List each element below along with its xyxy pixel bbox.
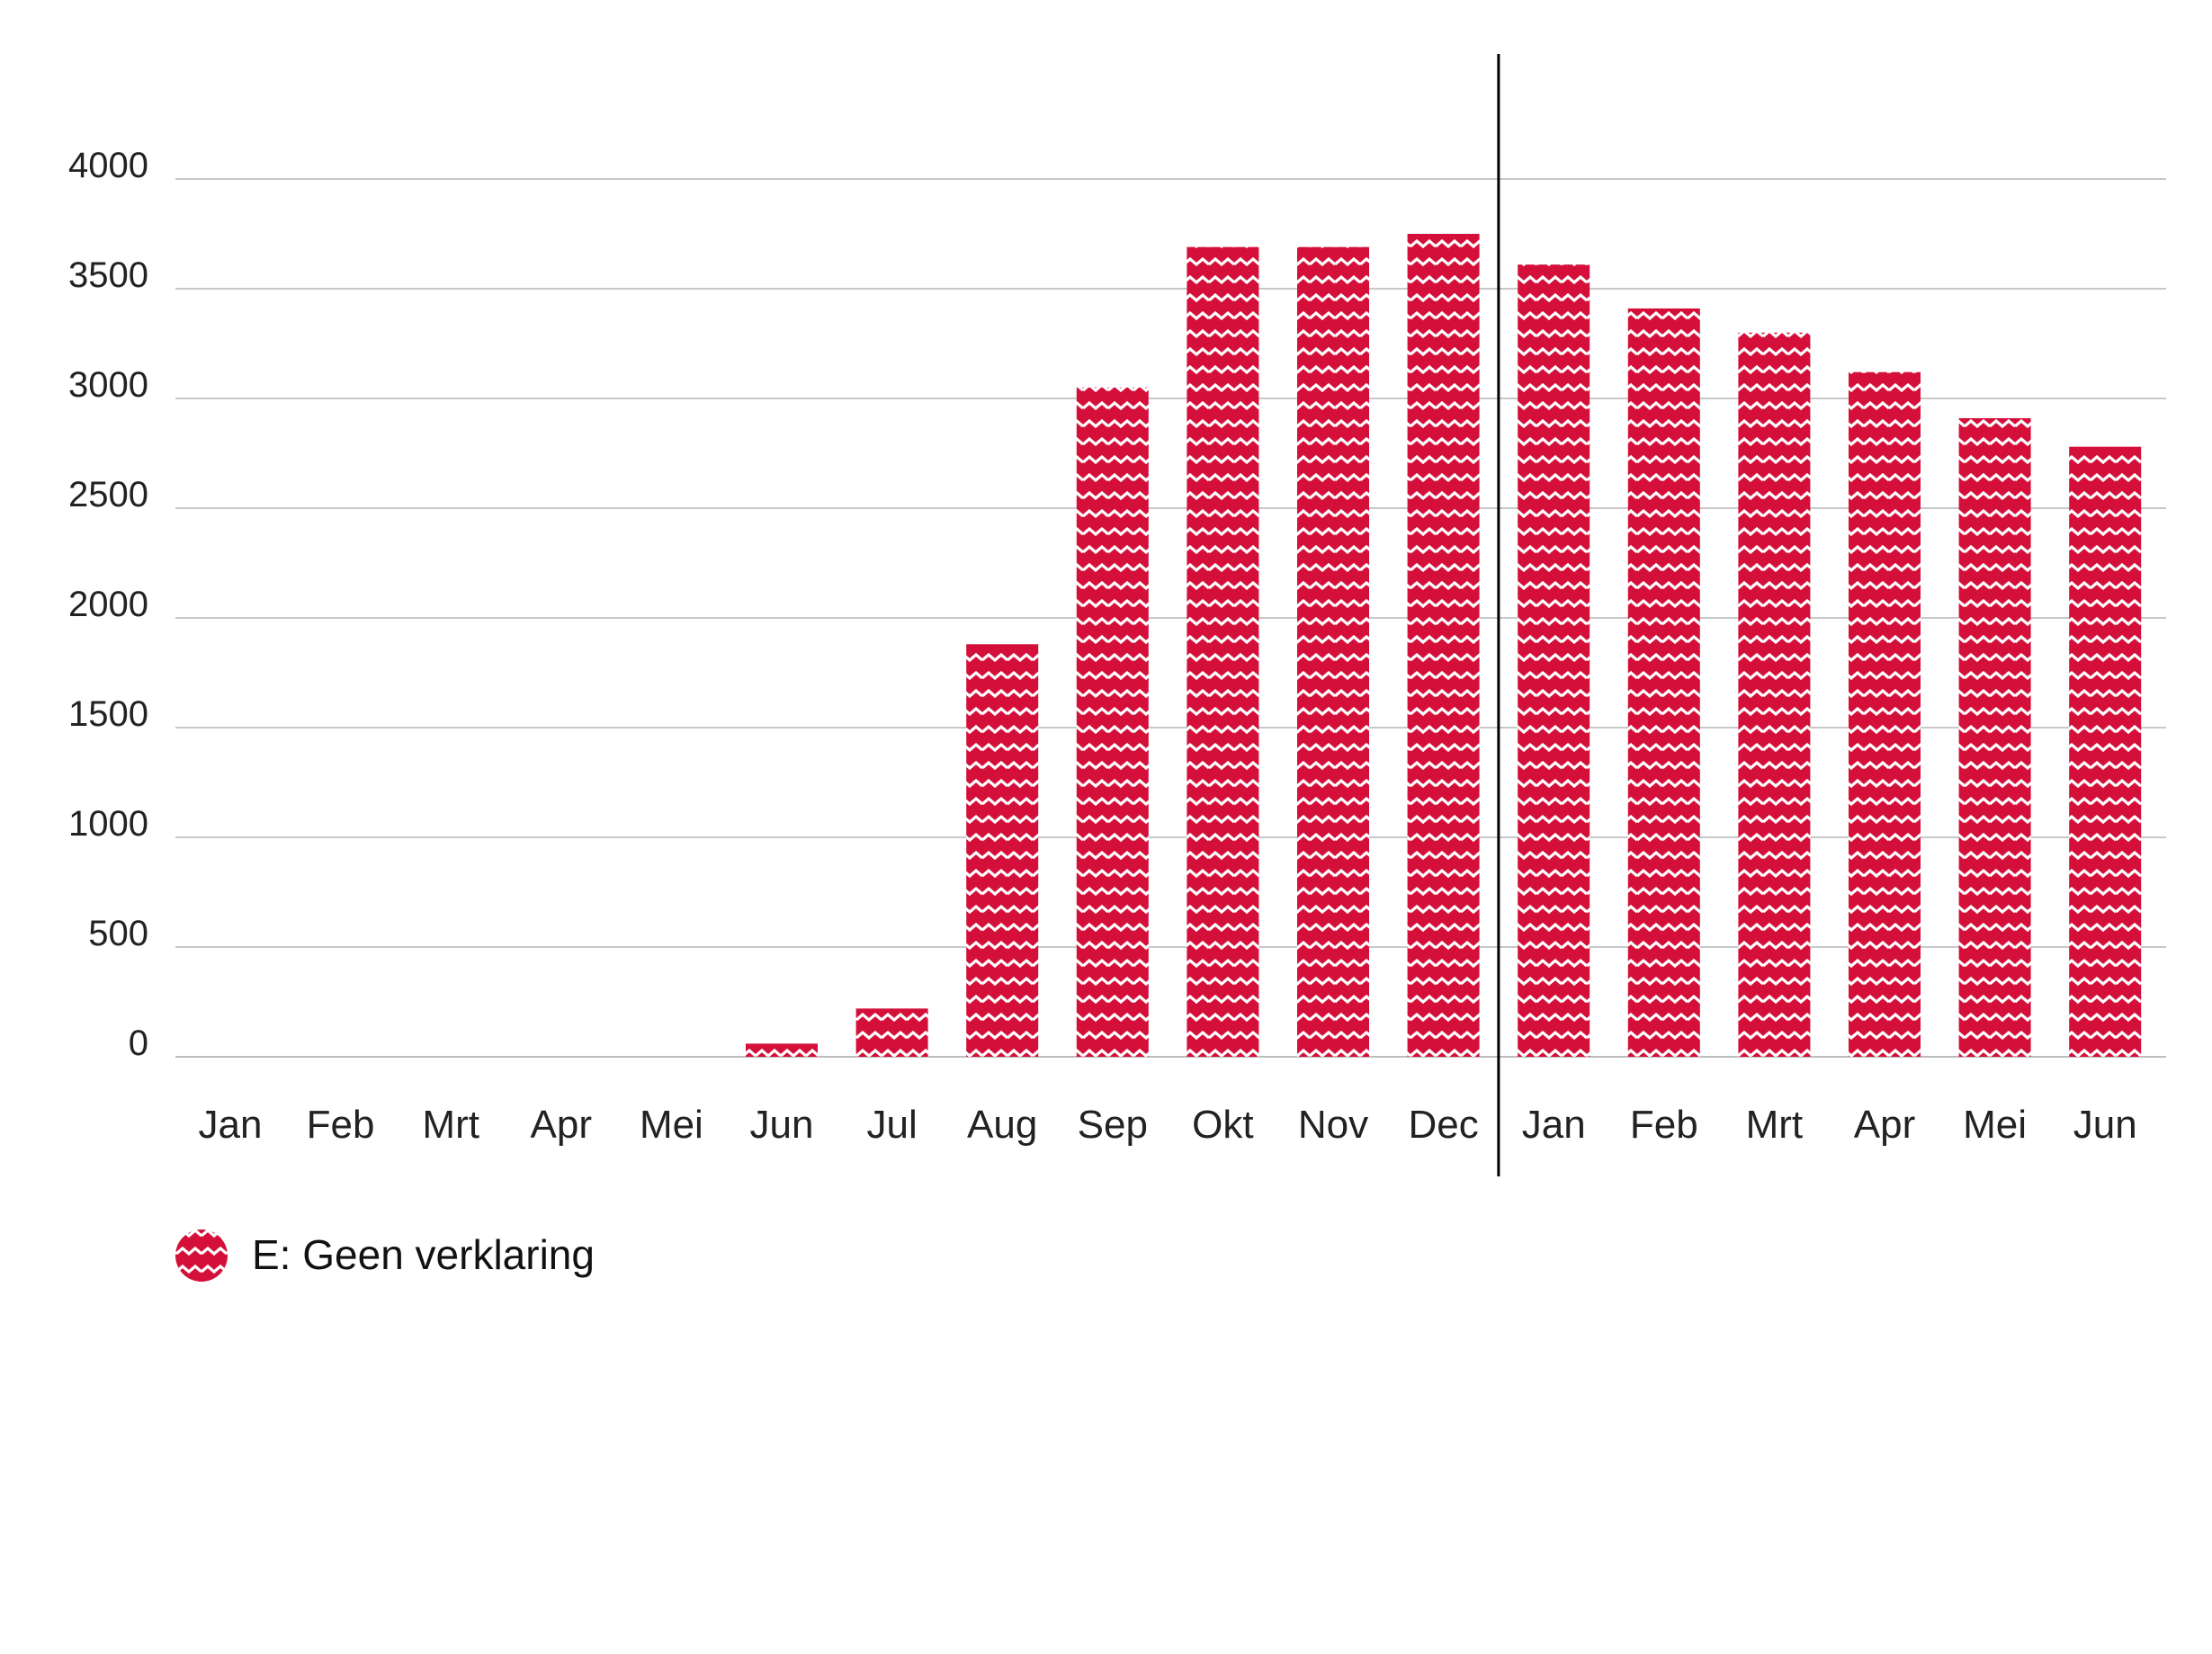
x-tick-label: Jun [750,1103,814,1147]
x-tick-label: Jan [199,1103,263,1147]
y-tick-label: 3000 [68,365,148,405]
x-tick-label: Mei [1963,1103,2027,1147]
bar-13 [1627,308,1700,1058]
x-tick-label: Jan [1522,1103,1586,1147]
x-tick-label: Apr [1854,1103,1915,1147]
x-tick-label: Nov [1298,1103,1368,1147]
y-tick-label: 4000 [68,146,148,185]
x-tick-label: Jun [2073,1103,2137,1147]
bar-16 [1958,417,2031,1058]
bar-9 [1187,246,1259,1057]
x-tick-label: Mrt [422,1103,479,1147]
x-tick-label: Feb [307,1103,375,1147]
x-tick-label: Apr [531,1103,592,1147]
legend: E: Geen verklaring [175,1229,595,1282]
y-tick-label: 3500 [68,255,148,295]
bar-17 [2069,446,2142,1057]
bar-11 [1407,234,1480,1057]
bar-14 [1738,332,1811,1057]
grid [175,178,2166,1058]
x-tick-label: Mrt [1746,1103,1804,1147]
y-tick-label: 2500 [68,475,148,514]
bar-10 [1297,246,1369,1057]
bar-15 [1849,371,1921,1058]
x-tick-label: Feb [1630,1103,1698,1147]
x-tick-label: Okt [1192,1103,1253,1147]
legend-swatch [175,1229,228,1282]
x-tick-label: Mei [640,1103,703,1147]
bar-7 [966,644,1039,1057]
x-axis: Jan Feb Mrt Apr Mei Jun Jul Aug Sep Okt Nov Dec Jan F… [199,1103,2137,1147]
y-axis: 0 500 1000 1500 2000 2500 3000 3500 4000 [68,146,148,1063]
x-tick-label: Dec [1408,1103,1478,1147]
x-tick-label: Sep [1078,1103,1148,1147]
y-tick-label: 0 [129,1024,148,1063]
y-tick-label: 500 [88,914,148,953]
y-tick-label: 1500 [68,694,148,734]
bars [746,234,2142,1058]
x-tick-label: Aug [967,1103,1037,1147]
y-tick-label: 1000 [68,804,148,844]
y-tick-label: 2000 [68,585,148,624]
bar-8 [1076,387,1149,1057]
x-tick-label: Jul [866,1103,917,1147]
bar-12 [1518,264,1590,1057]
legend-label: E: Geen verklaring [252,1231,595,1278]
bar-5 [746,1043,818,1057]
bar-6 [855,1008,928,1057]
